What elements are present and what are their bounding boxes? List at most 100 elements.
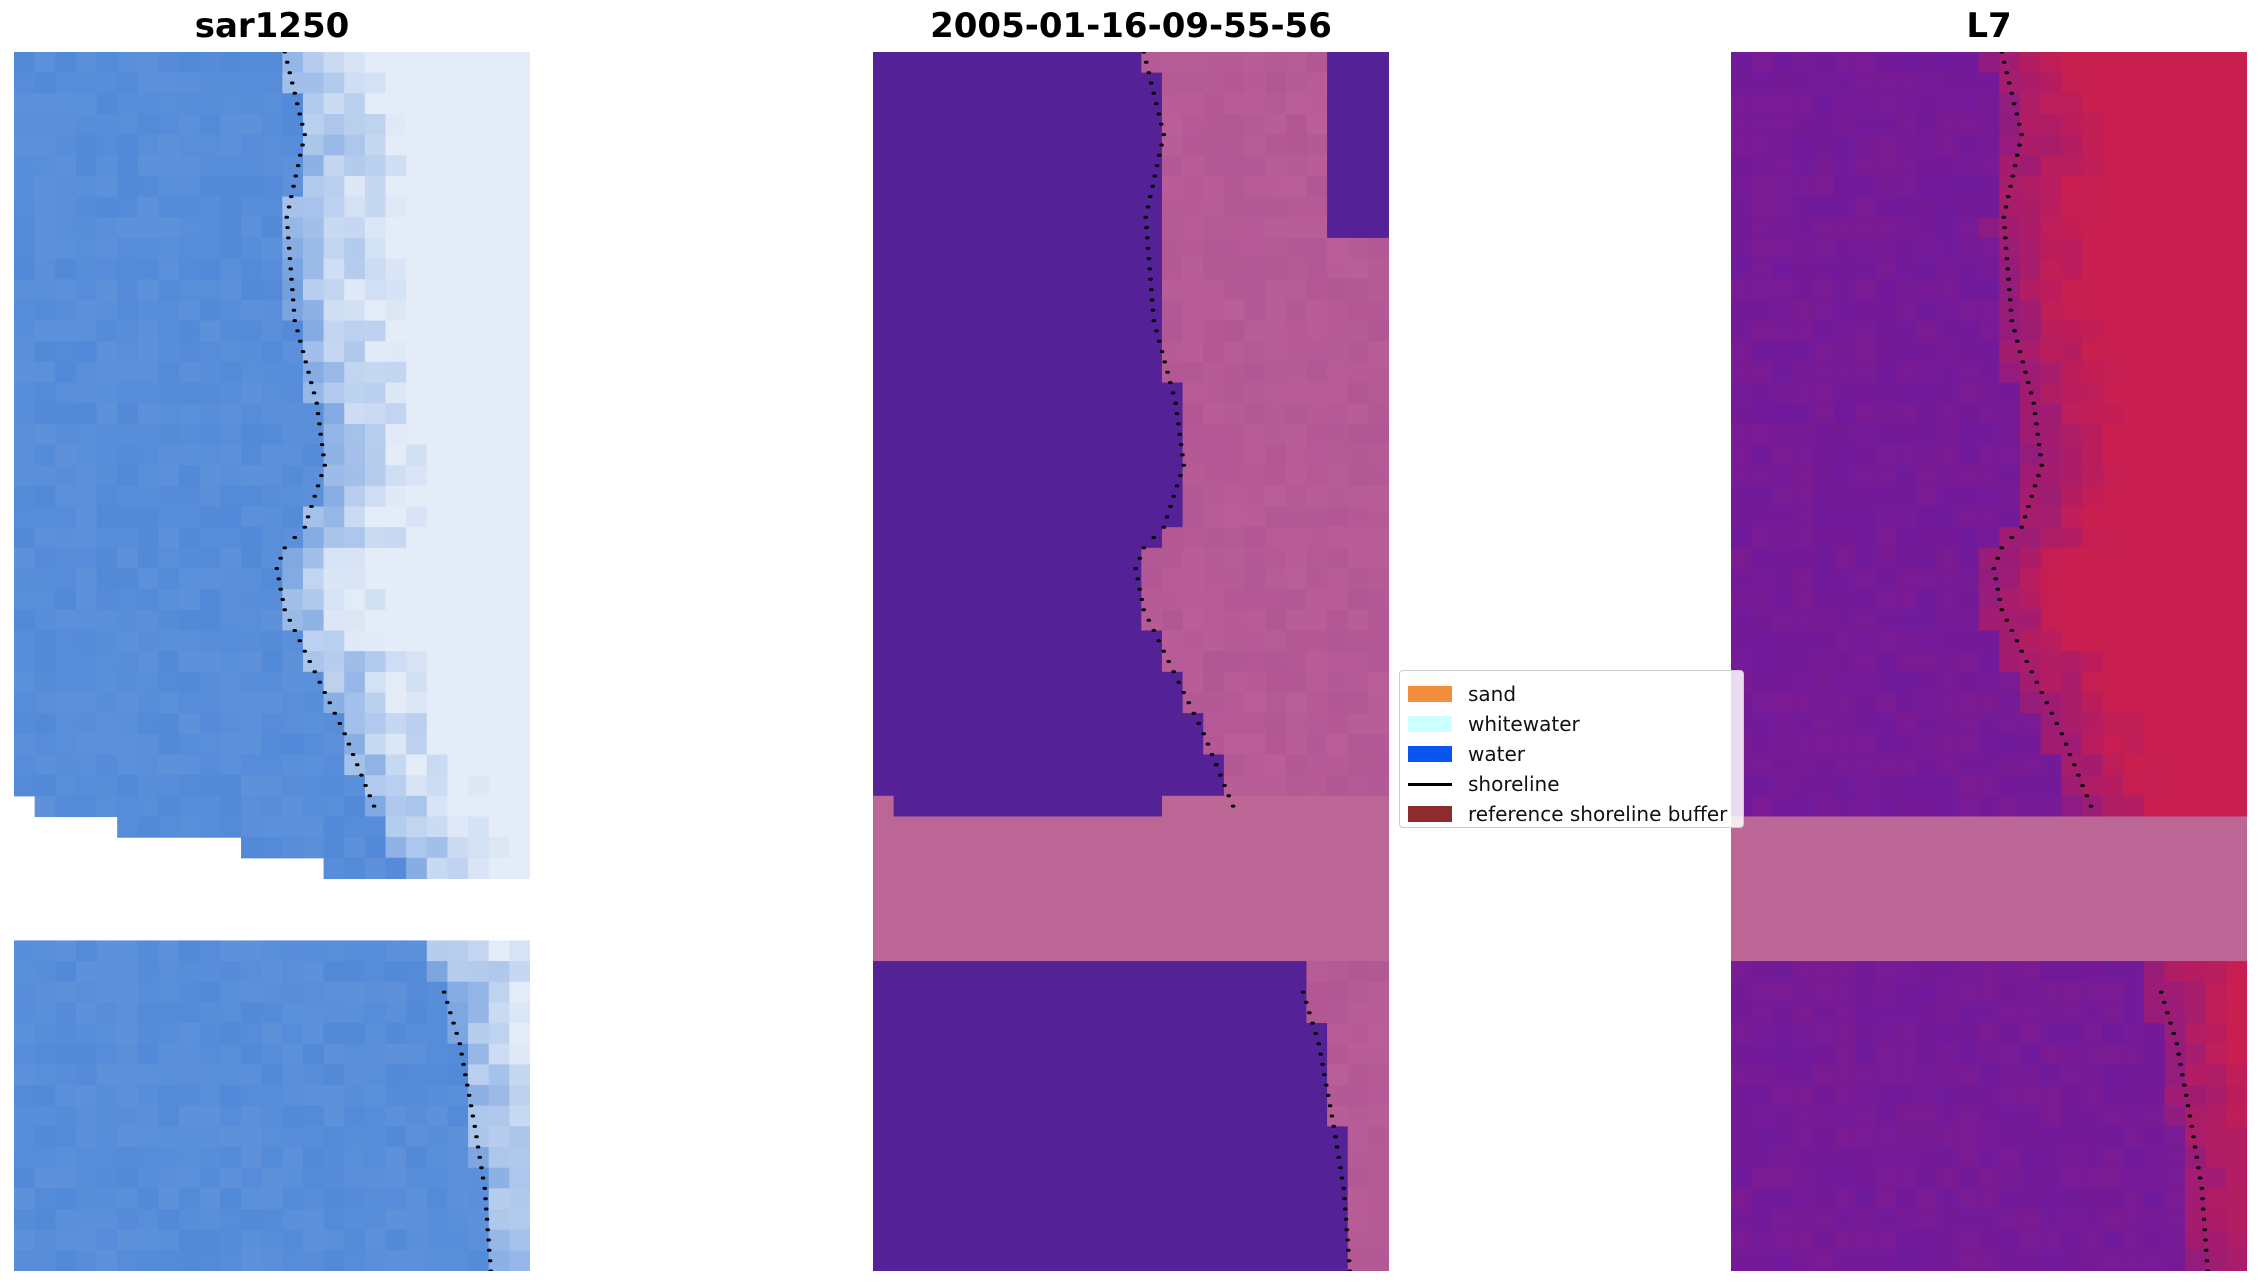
raster-pixel (1038, 361, 1060, 384)
raster-pixel (75, 258, 98, 280)
raster-pixel (934, 465, 957, 487)
raster-pixel (1731, 1126, 1753, 1148)
raster-pixel (2040, 671, 2062, 694)
raster-pixel (158, 1002, 180, 1024)
raster-pixel (1792, 1209, 1815, 1231)
raster-pixel (1999, 52, 2021, 74)
raster-pixel (1875, 217, 1897, 239)
raster-pixel (282, 1064, 304, 1086)
raster-pixel (1978, 919, 2000, 942)
raster-pixel (137, 981, 160, 1004)
raster-pixel (75, 72, 98, 94)
raster-pixel (282, 1209, 304, 1231)
raster-pixel (406, 527, 428, 549)
raster-pixel (2102, 258, 2124, 280)
raster-pixel (1100, 1043, 1122, 1065)
raster-pixel (1265, 1167, 1287, 1189)
raster-pixel (1347, 713, 1369, 735)
raster-pixel (241, 609, 263, 632)
raster-pixel (426, 485, 449, 508)
raster-pixel (893, 196, 915, 218)
raster-pixel (1937, 837, 1959, 859)
raster-pixel (75, 1002, 98, 1024)
raster-pixel (1834, 361, 1856, 384)
raster-pixel (2040, 93, 2062, 115)
raster-pixel (323, 589, 345, 611)
raster-pixel (2019, 816, 2042, 838)
raster-pixel (1958, 423, 1980, 446)
raster-pixel (364, 258, 387, 280)
raster-pixel (1120, 93, 1142, 115)
raster-pixel (2061, 981, 2083, 1004)
raster-pixel (2143, 589, 2166, 611)
raster-pixel (914, 1064, 936, 1086)
raster-pixel (2164, 878, 2186, 900)
raster-pixel (1058, 1085, 1080, 1107)
raster-pixel (282, 52, 304, 74)
raster-pixel (1265, 237, 1287, 260)
raster-pixel (1306, 837, 1328, 859)
raster-pixel (75, 589, 98, 611)
raster-pixel (137, 1126, 160, 1148)
raster-pixel (1916, 878, 1938, 900)
raster-pixel (1079, 217, 1101, 239)
raster-pixel (2040, 816, 2062, 838)
raster-pixel (1223, 341, 1246, 363)
raster-pixel (1854, 713, 1877, 735)
raster-pixel (1079, 1126, 1101, 1148)
raster-pixel (261, 1002, 283, 1024)
raster-pixel (117, 320, 139, 342)
raster-pixel (1978, 258, 2000, 280)
raster-pixel (2019, 899, 2042, 921)
raster-pixel (282, 403, 304, 425)
raster-pixel (2081, 671, 2104, 694)
raster-pixel (1772, 1002, 1794, 1024)
raster-pixel (364, 1002, 387, 1024)
raster-pixel (1875, 733, 1897, 756)
raster-pixel (1916, 857, 1938, 880)
raster-pixel (488, 1188, 510, 1210)
raster-pixel (1079, 444, 1101, 466)
raster-pixel (1265, 155, 1287, 177)
raster-pixel (2040, 1126, 2062, 1148)
raster-pixel (406, 52, 428, 74)
raster-pixel (323, 134, 345, 156)
raster-pixel (1327, 589, 1349, 611)
raster-pixel (1182, 940, 1204, 962)
raster-pixel (1896, 775, 1918, 797)
raster-pixel (2205, 899, 2227, 921)
raster-pixel (1813, 795, 1835, 818)
raster-pixel (873, 754, 895, 776)
raster-pixel (976, 134, 998, 156)
raster-pixel (468, 341, 490, 363)
raster-pixel (468, 134, 490, 156)
raster-pixel (406, 754, 428, 776)
raster-pixel (996, 609, 1019, 632)
raster-pixel (873, 72, 895, 94)
raster-pixel (364, 361, 387, 384)
raster-pixel (34, 651, 56, 673)
raster-pixel (241, 72, 263, 94)
raster-pixel (1203, 217, 1225, 239)
raster-pixel (893, 527, 915, 549)
raster-pixel (1017, 754, 1039, 776)
raster-pixel (96, 671, 118, 694)
raster-pixel (873, 671, 895, 694)
raster-pixel (509, 72, 530, 94)
raster-pixel (1772, 1250, 1794, 1271)
raster-pixel (1058, 258, 1080, 280)
raster-pixel (1896, 795, 1918, 818)
raster-pixel (137, 423, 160, 446)
raster-pixel (1999, 1085, 2021, 1107)
raster-pixel (2019, 1002, 2042, 1024)
raster-pixel (220, 1209, 242, 1231)
raster-pixel (996, 961, 1019, 983)
raster-pixel (241, 1209, 263, 1231)
raster-pixel (1203, 692, 1225, 714)
raster-pixel (2081, 857, 2104, 880)
raster-pixel (468, 196, 490, 218)
raster-pixel (1978, 155, 2000, 177)
raster-pixel (1182, 1188, 1204, 1210)
raster-pixel (220, 671, 242, 694)
raster-pixel (1958, 113, 1980, 136)
